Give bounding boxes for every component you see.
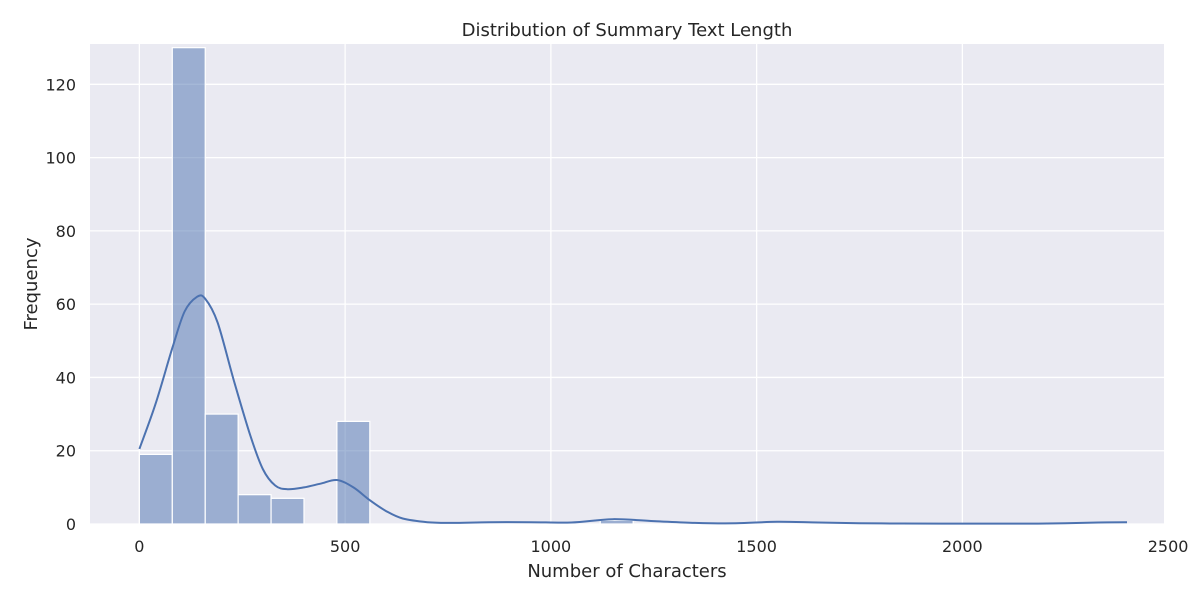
histogram-bar [599,519,634,525]
histogram-bar [171,47,206,525]
x-tick-label: 1500 [736,537,777,556]
x-axis-label: Number of Characters [527,561,726,582]
x-tick-label: 1000 [531,537,572,556]
y-tick-label: 40 [56,368,76,387]
y-tick-labels: 0 20 40 60 80 100 120 [45,75,76,534]
chart-title: Distribution of Summary Text Length [462,20,793,41]
histogram-bars [138,47,634,525]
y-axis-label: Frequency [21,237,42,330]
histogram-bar [204,413,239,525]
histogram-bar [138,453,173,525]
x-tick-label: 0 [134,537,144,556]
y-tick-label: 120 [45,75,76,94]
x-tick-label: 2000 [942,537,983,556]
x-tick-labels: 0 500 1000 1500 2000 2500 [134,537,1188,556]
histogram-bar [237,494,272,525]
y-tick-label: 0 [66,515,76,534]
y-tick-label: 20 [56,442,76,461]
kde-curve [138,294,1128,525]
x-tick-label: 500 [330,537,361,556]
histogram-bar [336,420,371,525]
y-tick-label: 60 [56,295,76,314]
plot-background [90,44,1164,524]
y-tick-label: 80 [56,222,76,241]
histogram-bar [270,497,305,525]
y-tick-label: 100 [45,149,76,168]
x-tick-label: 2500 [1148,537,1189,556]
